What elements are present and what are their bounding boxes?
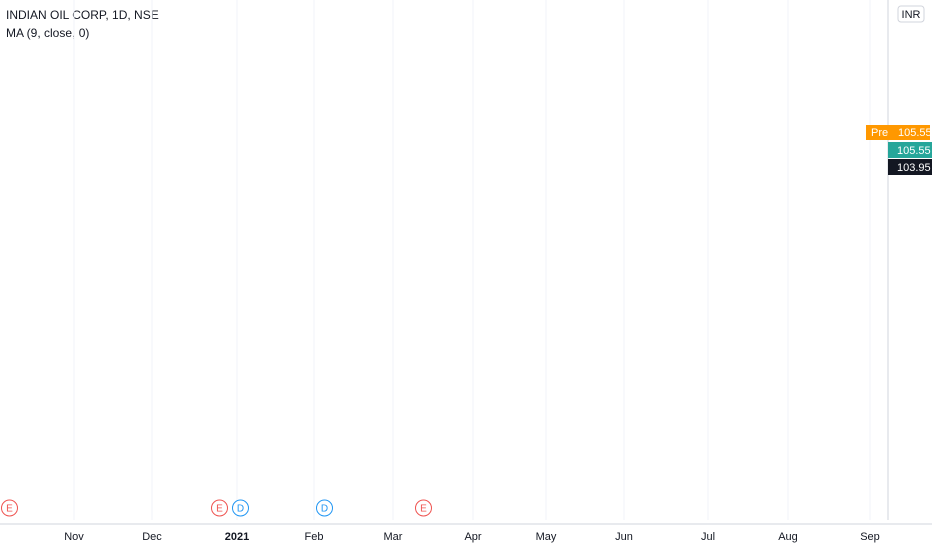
x-tick-label: 2021 <box>225 531 249 543</box>
dividend-label: D <box>237 504 244 515</box>
x-tick-label: Dec <box>142 531 162 543</box>
x-tick-label: Nov <box>64 531 84 543</box>
earnings-label: E <box>216 504 223 515</box>
x-tick-label: May <box>536 531 557 543</box>
earnings-marker <box>415 499 432 517</box>
grid <box>73 0 871 520</box>
dividend-label: D <box>321 504 328 515</box>
currency-label: INR <box>902 9 921 21</box>
x-tick-label: Apr <box>464 531 481 543</box>
chart-title: INDIAN OIL CORP, 1D, NSE <box>6 8 159 22</box>
currency-badge <box>897 5 925 23</box>
x-tick-label: Mar <box>384 531 403 543</box>
earnings-marker <box>1 499 18 517</box>
x-tick-label: Jul <box>701 531 715 543</box>
x-tick-label: Sep <box>860 531 880 543</box>
x-tick-label: Jun <box>615 531 633 543</box>
level-tag <box>888 159 932 175</box>
earnings-label: E <box>6 504 13 515</box>
study-legend[interactable]: MA (9, close, 0) <box>6 26 90 40</box>
dividend-marker <box>316 499 333 517</box>
dividend-marker <box>232 499 249 517</box>
price-tag <box>888 142 932 158</box>
pre-tag <box>866 125 930 140</box>
pre-label: Pre <box>871 127 888 139</box>
axis-bg <box>888 0 932 520</box>
x-tick-label: Aug <box>778 531 798 543</box>
time-axis[interactable]: Nov Dec 2021 Feb Mar Apr May Jun Jul Aug Sep <box>0 523 932 543</box>
earnings-label: E <box>420 504 427 515</box>
pre-value: 105.55 <box>898 127 932 139</box>
earnings-marker <box>211 499 228 517</box>
price-tag-label: 105.55 <box>897 145 931 157</box>
x-tick-label: Feb <box>305 531 324 543</box>
level-tag-label: 103.95 <box>897 162 931 174</box>
price-axis[interactable]: 73.7576.0078.5081.0084.0087.0090.0094.00… <box>866 0 932 520</box>
